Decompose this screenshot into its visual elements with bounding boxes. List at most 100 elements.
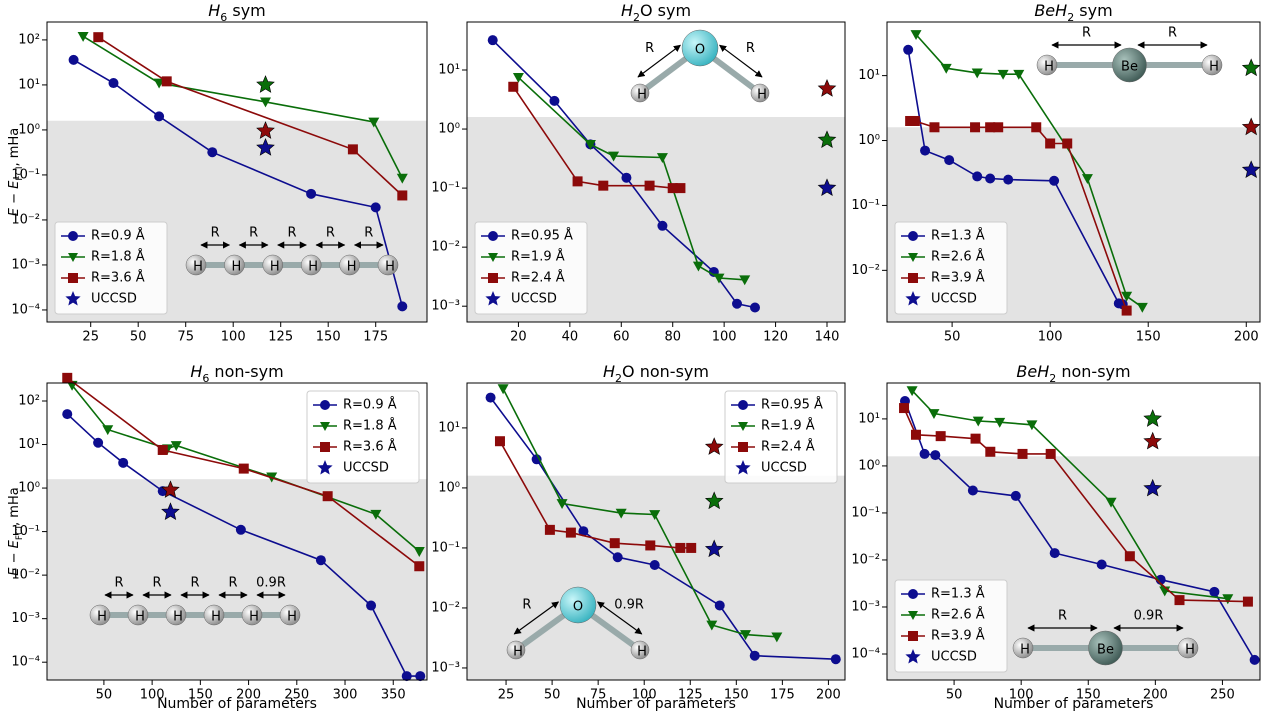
legend-marker — [735, 460, 751, 475]
marker — [1013, 69, 1025, 80]
marker — [920, 145, 931, 156]
legend-marker — [908, 611, 918, 620]
atom-label: H — [193, 260, 203, 275]
marker — [903, 44, 914, 55]
marker — [1045, 138, 1056, 149]
uccsd-star — [1143, 478, 1162, 497]
marker — [899, 403, 910, 414]
plot-frame — [46, 382, 428, 681]
legend-label: UCCSD — [761, 461, 807, 476]
x-axis-label: Number of parameters — [576, 696, 736, 712]
marker — [910, 429, 921, 440]
marker — [1174, 595, 1185, 606]
legend: R=1.3 Å R=2.6 Å R=3.9 Å UCCSD — [894, 221, 1008, 315]
marker — [1105, 497, 1117, 508]
title-part: 2 — [615, 372, 622, 385]
legend-marker — [488, 253, 498, 262]
marker — [62, 409, 73, 420]
marker — [909, 115, 920, 126]
x-tick-label: 50 — [130, 330, 147, 345]
y-tick-label: 10⁻³ — [11, 611, 40, 626]
uccsd-star — [256, 138, 275, 156]
atom — [1088, 630, 1123, 666]
y-axis-label: E − EFCI, mHa — [7, 487, 25, 575]
x-tick-label: 50 — [544, 688, 561, 703]
series-line — [492, 39, 756, 309]
y-tick-label: 10⁻³ — [11, 257, 40, 272]
marker — [366, 600, 377, 611]
x-tick-label: 150 — [724, 688, 749, 703]
marker — [608, 151, 620, 162]
bond-arrow — [637, 44, 681, 78]
legend-label: R=1.9 Å — [511, 249, 565, 265]
marker — [970, 122, 981, 133]
atom — [681, 29, 719, 67]
atom — [339, 254, 360, 276]
chemical-accuracy-region — [47, 479, 427, 680]
legend-marker — [488, 273, 498, 283]
marker — [1003, 174, 1014, 185]
x-tick-label: 100 — [712, 330, 737, 345]
y-label-part: , mHa — [7, 487, 22, 526]
legend-label: UCCSD — [91, 292, 137, 307]
title-part: O sym — [640, 1, 691, 20]
series-line — [489, 397, 836, 660]
atom — [506, 640, 526, 660]
atom — [1201, 54, 1223, 76]
marker — [68, 54, 79, 65]
title-part: sym — [1074, 1, 1112, 20]
legend-box — [724, 390, 838, 484]
marker — [497, 384, 509, 395]
marker — [657, 220, 668, 231]
uccsd-star — [817, 79, 837, 97]
y-tick-label: 10⁻¹ — [851, 198, 880, 213]
bond-label: R — [228, 576, 237, 591]
legend-label: R=1.8 Å — [343, 418, 397, 434]
marker — [739, 275, 751, 286]
marker — [656, 153, 668, 163]
uccsd-star — [704, 437, 724, 455]
marker — [370, 202, 381, 213]
bond-label: R — [152, 576, 161, 591]
marker — [645, 540, 656, 551]
legend-marker — [905, 649, 921, 664]
marker — [93, 32, 104, 43]
marker — [644, 180, 655, 191]
marker — [940, 63, 952, 74]
marker — [549, 95, 560, 106]
title-part: non-sym — [1056, 362, 1130, 381]
atom — [300, 254, 322, 276]
series-line — [903, 407, 1248, 603]
marker — [508, 81, 519, 92]
uccsd-star — [1241, 117, 1261, 136]
marker — [315, 555, 326, 566]
marker — [649, 559, 660, 570]
marker — [1045, 448, 1056, 459]
marker — [621, 172, 632, 183]
x-tick-label: 150 — [1136, 330, 1161, 345]
x-tick-label: 140 — [815, 330, 840, 345]
marker — [649, 510, 661, 521]
atom — [241, 604, 263, 626]
marker — [609, 538, 620, 549]
atom-label: O — [573, 600, 583, 615]
marker — [306, 188, 317, 199]
atom — [750, 83, 770, 103]
series-line — [915, 33, 1143, 308]
marker — [157, 444, 168, 455]
y-tick-label: 10⁻² — [11, 568, 40, 583]
uccsd-star — [1143, 409, 1162, 427]
y-tick-label: 10⁰ — [18, 122, 40, 137]
marker — [154, 111, 165, 122]
x-tick-label: 200 — [1234, 330, 1259, 345]
bond-label: 0.9R — [256, 576, 286, 591]
marker — [675, 183, 686, 194]
atom-label: H — [637, 88, 647, 103]
atom — [630, 640, 650, 660]
atom-label: H — [211, 610, 221, 625]
marker — [919, 448, 930, 459]
marker — [77, 31, 89, 42]
marker — [615, 508, 627, 519]
